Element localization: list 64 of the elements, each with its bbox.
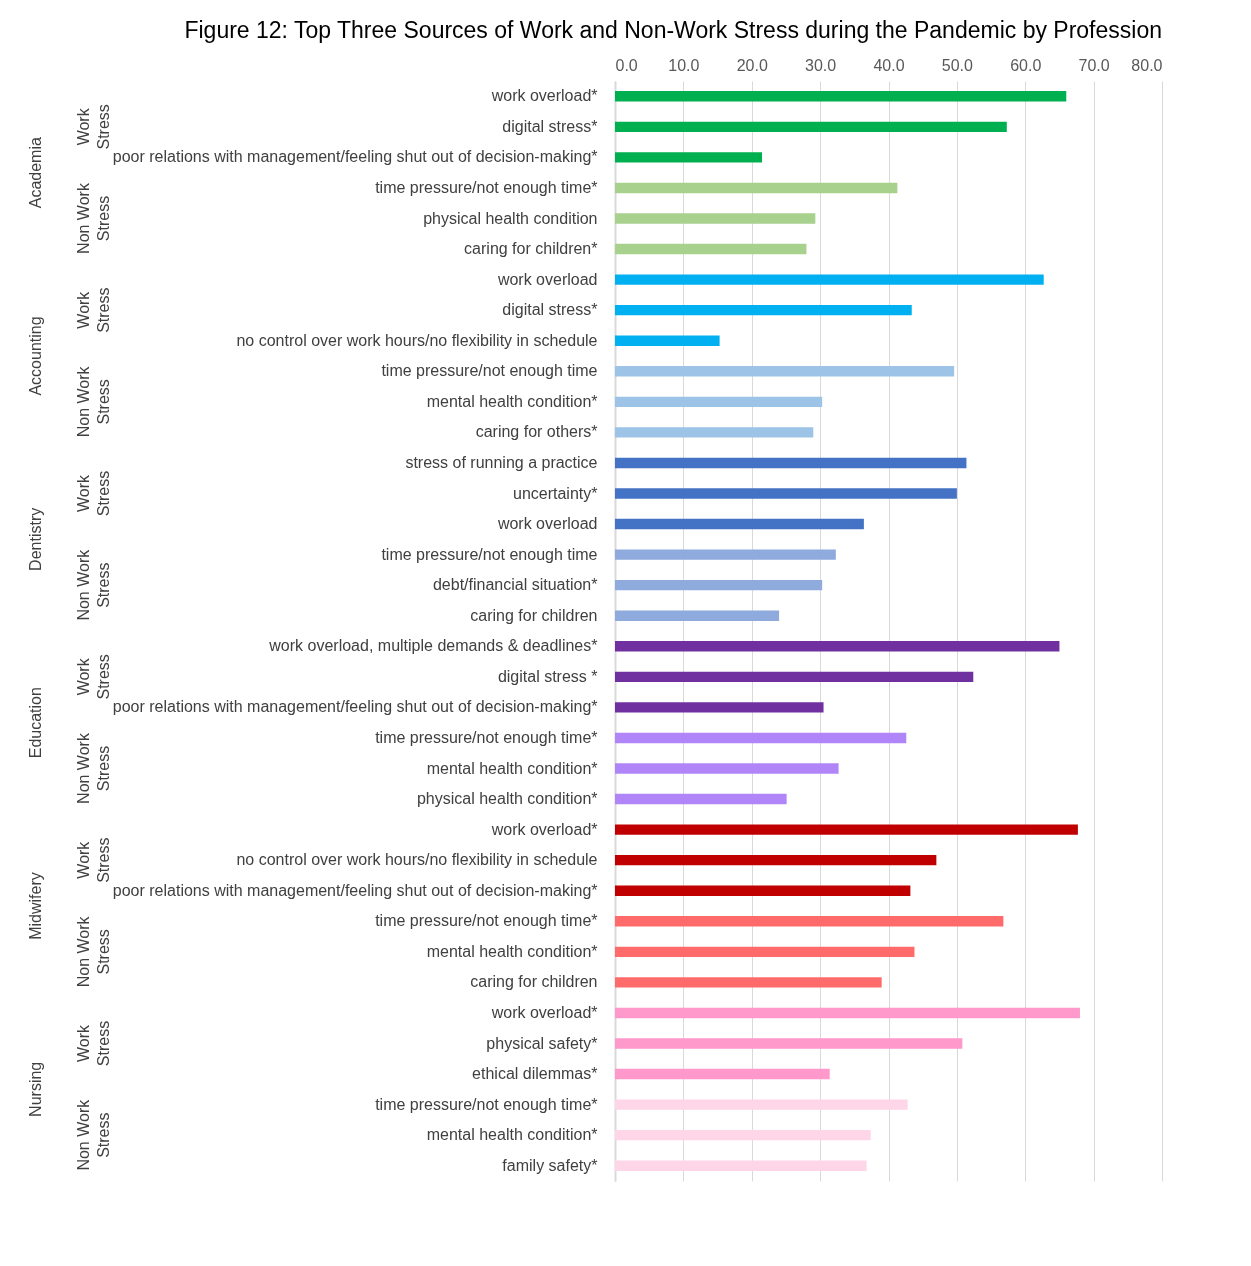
text: Work Stress xyxy=(74,1020,112,1067)
text: Work Stress xyxy=(74,654,112,700)
text: Non Work Stress xyxy=(74,365,112,438)
text: Non Work Stress xyxy=(74,732,112,804)
y-tick-label: work overload, multiple demands & deadlines* xyxy=(268,637,598,655)
x-tick-label: 70.0 xyxy=(1078,56,1110,74)
y-tick-label: digital stress * xyxy=(497,667,598,685)
chart-title: Figure 12: Top Three Sources of Work and Non-Work Stress during the Pandemic by Profession xyxy=(184,17,1162,43)
y-tick-label: debt/financial situation* xyxy=(432,576,598,594)
text: Work Stress xyxy=(74,287,112,333)
y-tick-label: uncertainty* xyxy=(513,484,598,502)
text: Non Work Stress xyxy=(74,915,112,988)
text: Accounting xyxy=(27,316,45,396)
x-tick-label: 60.0 xyxy=(1010,56,1042,74)
y-tick-label: poor relations with management/feeling shut out of decision-making* xyxy=(112,698,598,716)
text: Non Work Stress xyxy=(74,1098,112,1171)
y-tick-label: work overload* xyxy=(490,1003,598,1021)
y-tick-label: stress of running a practice xyxy=(405,453,598,471)
y-tick-label: ethical dilemmas* xyxy=(472,1065,598,1083)
y-tick-label: time pressure/not enough time xyxy=(381,545,598,563)
text: Non Work Stress xyxy=(74,182,112,254)
y-tick-label: caring for children xyxy=(470,606,598,624)
x-tick-label: 80.0 xyxy=(1131,56,1163,74)
y-tick-label: caring for others* xyxy=(475,423,598,441)
x-tick-label: 20.0 xyxy=(736,56,768,74)
x-tick-label: 50.0 xyxy=(941,56,974,74)
y-tick-label: work overload xyxy=(496,270,598,288)
y-tick-label: time pressure/not enough time xyxy=(381,362,598,380)
text: Education xyxy=(27,687,45,759)
y-tick-label: mental health condition* xyxy=(426,1126,598,1144)
y-tick-label: caring for children xyxy=(470,973,598,991)
y-tick-label: physical health condition* xyxy=(416,790,598,808)
y-tick-label: family safety* xyxy=(502,1156,598,1174)
y-tick-label: mental health condition* xyxy=(426,392,598,410)
y-tick-label: mental health condition* xyxy=(426,759,598,777)
y-tick-label: physical health condition xyxy=(423,209,598,227)
x-tick-label: 40.0 xyxy=(873,56,905,74)
y-tick-label: time pressure/not enough time* xyxy=(375,728,598,746)
text: Work Stress xyxy=(74,104,112,150)
text: Non Work Stress xyxy=(74,548,112,621)
y-tick-label: digital stress* xyxy=(502,117,598,135)
text: Dentistry xyxy=(27,507,45,571)
y-tick-label: time pressure/not enough time* xyxy=(375,1095,598,1113)
y-tick-label: work overload* xyxy=(490,820,598,838)
y-tick-label: no control over work hours/no flexibility in schedule xyxy=(236,331,598,349)
y-tick-label: mental health condition* xyxy=(426,942,598,960)
y-tick-label: time pressure/not enough time* xyxy=(375,912,598,930)
x-tick-label: 0.0 xyxy=(615,56,638,74)
y-tick-label: poor relations with management/feeling shut out of decision-making* xyxy=(112,881,598,899)
y-tick-label: caring for children* xyxy=(464,240,598,258)
text: Work Stress xyxy=(74,470,112,517)
text: Midwifery xyxy=(27,872,45,940)
y-tick-label: poor relations with management/feeling shut out of decision-making* xyxy=(112,148,598,166)
y-tick-label: time pressure/not enough time* xyxy=(375,178,598,196)
text: Work Stress xyxy=(74,837,112,883)
y-tick-label: digital stress* xyxy=(502,301,598,319)
x-tick-label: 10.0 xyxy=(668,56,700,74)
y-tick-label: work overload* xyxy=(490,87,598,105)
x-tick-label: 30.0 xyxy=(805,56,837,74)
text: Academia xyxy=(27,136,45,209)
y-tick-label: no control over work hours/no flexibility in schedule xyxy=(236,851,598,869)
y-tick-label: physical safety* xyxy=(486,1034,598,1052)
y-tick-label: work overload xyxy=(496,515,598,533)
text: Nursing xyxy=(27,1061,45,1117)
